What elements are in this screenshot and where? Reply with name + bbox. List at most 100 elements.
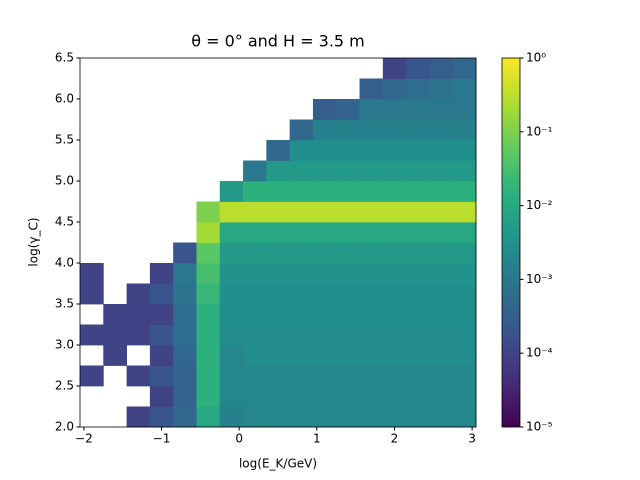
heatmap-cell [382, 365, 407, 387]
heatmap-cell [266, 242, 291, 264]
heatmap-cell [452, 324, 477, 346]
heatmap-cell [336, 406, 360, 428]
heatmap-cell [406, 119, 430, 141]
heatmap-cell [289, 160, 314, 182]
heatmap-cell [359, 119, 384, 141]
heatmap-cell [289, 304, 314, 325]
heatmap-cell [149, 345, 174, 366]
heatmap-cell [336, 283, 360, 305]
heatmap-cell [312, 345, 337, 366]
heatmap-cell [219, 181, 244, 202]
heatmap-cell [406, 201, 430, 223]
heatmap-cell [243, 365, 267, 387]
heatmap-cell [452, 283, 477, 305]
heatmap-cell [243, 283, 267, 305]
y-tick-label: 4.5 [55, 215, 74, 229]
heatmap-cell [336, 222, 360, 243]
heatmap-cell [452, 99, 477, 120]
y-tick-label: 6.5 [55, 51, 74, 65]
heatmap-cell [149, 365, 174, 387]
heatmap-cell [243, 386, 267, 407]
heatmap-cell [173, 365, 197, 387]
heatmap-cell [312, 201, 337, 223]
heatmap-cell [219, 324, 244, 346]
heatmap-cell [452, 386, 477, 407]
heatmap-cell [289, 140, 314, 161]
heatmap-cell [289, 181, 314, 202]
heatmap-cell [429, 181, 454, 202]
heatmap-cell [196, 222, 221, 243]
heatmap-cell [429, 242, 454, 264]
x-tick-label: 3 [468, 432, 476, 446]
heatmap-cell [312, 99, 337, 120]
heatmap-cell [429, 58, 454, 79]
heatmap-cell [452, 78, 477, 100]
heatmap-cell [406, 58, 430, 79]
heatmap-cell [336, 119, 360, 141]
heatmap-cell [429, 324, 454, 346]
heatmap-cell [312, 324, 337, 346]
heatmap-cell [406, 263, 430, 284]
heatmap-cell [266, 181, 291, 202]
heatmap-cell [173, 406, 197, 428]
heatmap-cell [359, 263, 384, 284]
heatmap-cell [382, 406, 407, 428]
heatmap-cell [359, 365, 384, 387]
heatmap-cell [266, 222, 291, 243]
heatmap-cell [103, 345, 127, 366]
heatmap-cell [219, 222, 244, 243]
heatmap-cell [406, 242, 430, 264]
heatmap-cell [196, 324, 221, 346]
heatmap-cell [173, 283, 197, 305]
heatmap-cell [289, 345, 314, 366]
heatmap-cell [336, 140, 360, 161]
heatmap-cell [336, 160, 360, 182]
heatmap-cell [452, 58, 477, 79]
heatmap-cell [359, 222, 384, 243]
y-tick-label: 6.0 [55, 92, 74, 106]
heatmap-cell [382, 222, 407, 243]
heatmap-cell [103, 304, 127, 325]
heatmap-cell [266, 140, 291, 161]
heatmap-cell [173, 324, 197, 346]
heatmap-cell [382, 242, 407, 264]
heatmap-cell [266, 283, 291, 305]
heatmap-cell [266, 304, 291, 325]
heatmap-cell [382, 283, 407, 305]
heatmap-cell [219, 304, 244, 325]
heatmap-cell [219, 263, 244, 284]
heatmap-cell [80, 283, 104, 305]
heatmap-cell [429, 78, 454, 100]
heatmap-cell [243, 201, 267, 223]
heatmap-cell [149, 304, 174, 325]
heatmap-cell [219, 386, 244, 407]
heatmap-cell [149, 386, 174, 407]
heatmap-cell [452, 222, 477, 243]
heatmap-cell [149, 263, 174, 284]
heatmap-cell [359, 140, 384, 161]
heatmap-cell [243, 324, 267, 346]
heatmap-cell [382, 58, 407, 79]
heatmap-cell [149, 406, 174, 428]
heatmap-cell [359, 99, 384, 120]
heatmap-cell [266, 345, 291, 366]
heatmap-cell [243, 242, 267, 264]
heatmap-cell [359, 242, 384, 264]
heatmap-cell [173, 386, 197, 407]
x-tick-label: −2 [75, 432, 93, 446]
heatmap-cell [359, 160, 384, 182]
heatmap-cell [336, 324, 360, 346]
heatmap-cell [219, 242, 244, 264]
heatmap-cell [266, 386, 291, 407]
heatmap-cell [266, 160, 291, 182]
heatmap-cell [382, 99, 407, 120]
heatmap-cell [80, 365, 104, 387]
heatmap-cell [312, 181, 337, 202]
heatmap-cell [452, 140, 477, 161]
heatmap-cell [149, 283, 174, 305]
heatmap-cell [406, 304, 430, 325]
heatmap-cell [429, 406, 454, 428]
heatmap-cell [406, 406, 430, 428]
heatmap-cell [406, 181, 430, 202]
